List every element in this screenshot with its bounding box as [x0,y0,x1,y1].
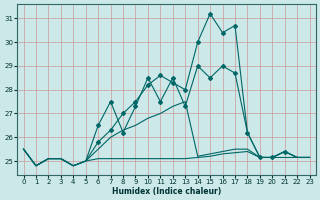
X-axis label: Humidex (Indice chaleur): Humidex (Indice chaleur) [112,187,221,196]
